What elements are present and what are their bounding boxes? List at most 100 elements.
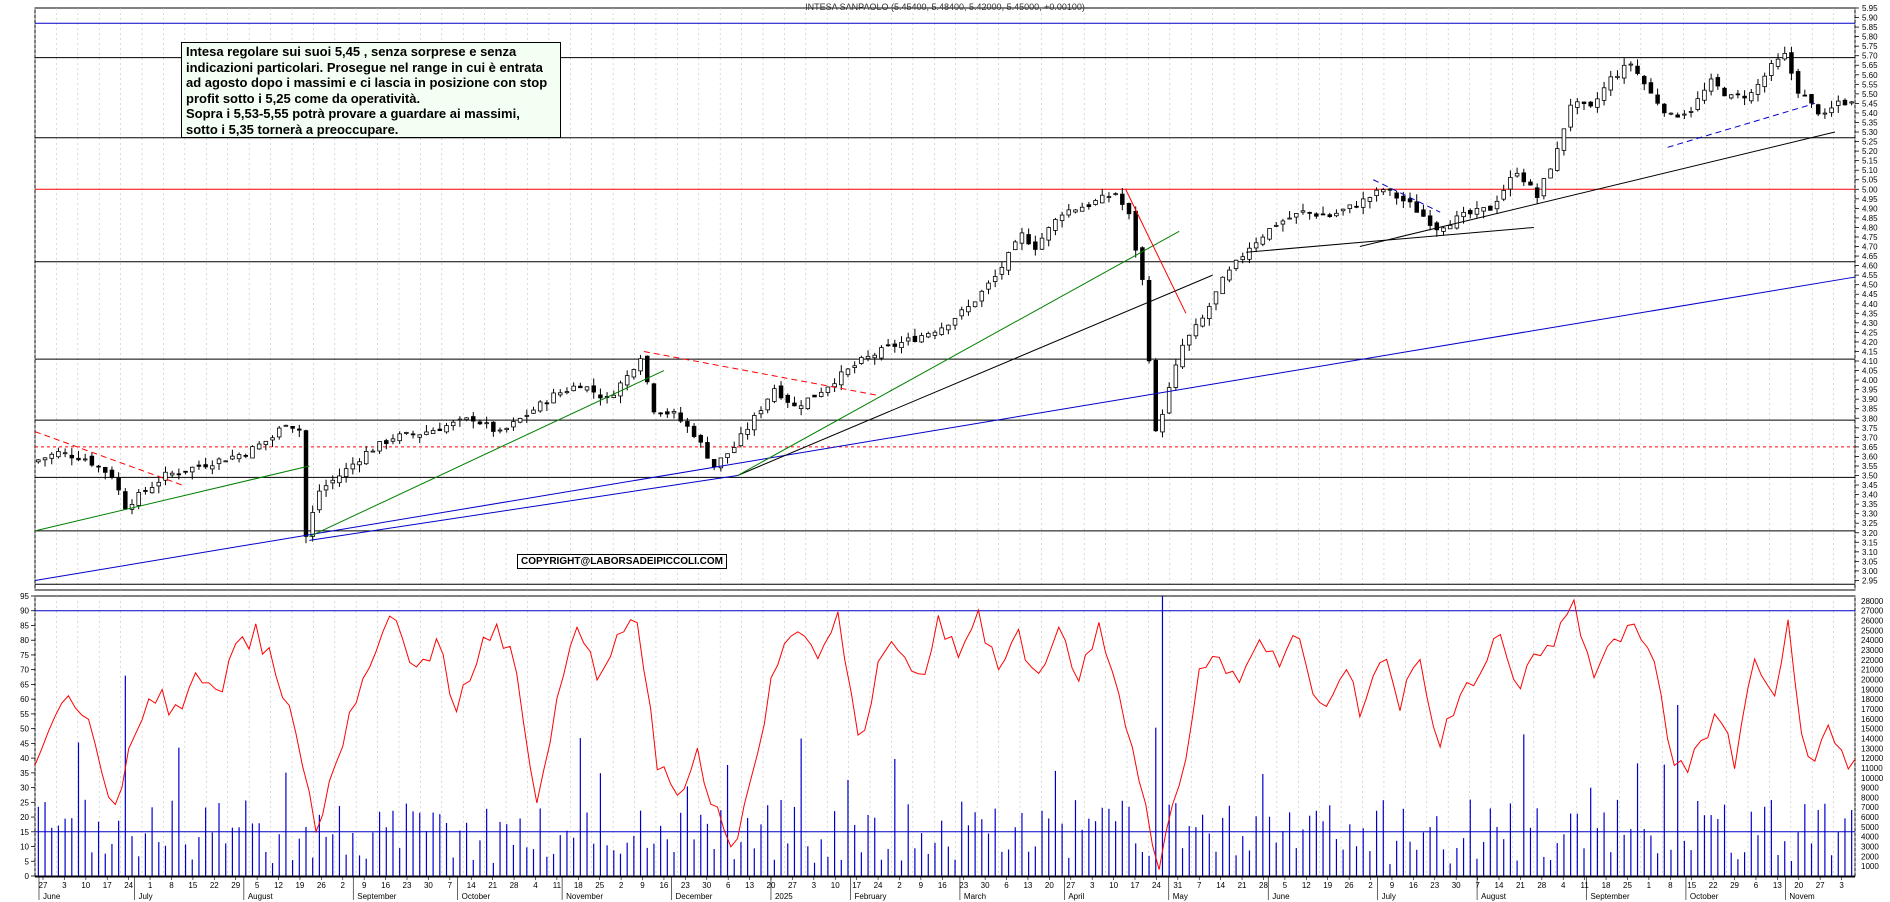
candle-body — [1113, 193, 1118, 196]
candle-body — [1534, 187, 1540, 198]
candle-body — [611, 394, 617, 399]
x-day-label: 24 — [874, 881, 883, 890]
candle-body — [1394, 192, 1399, 199]
candle-body — [1153, 360, 1159, 432]
volume-tick-label: 22000 — [1861, 656, 1884, 665]
candle-body — [1782, 53, 1787, 60]
candle-body — [671, 411, 677, 414]
x-month-label: June — [43, 892, 61, 901]
candle-body — [879, 347, 884, 359]
rsi-tick-label: 50 — [20, 725, 29, 734]
x-month-label: April — [1068, 892, 1084, 901]
candle-body — [792, 402, 797, 407]
volume-tick-label: 26000 — [1861, 617, 1884, 626]
volume-tick-label: 10000 — [1861, 774, 1884, 783]
x-day-label: 23 — [1430, 881, 1439, 890]
candle-body — [1702, 89, 1707, 101]
candle-body — [544, 402, 550, 405]
x-day-label: 16 — [938, 881, 947, 890]
candle-body — [1575, 101, 1580, 108]
candle-body — [169, 472, 175, 476]
candle-body — [216, 458, 222, 465]
price-tick-label: 5.00 — [1862, 185, 1878, 194]
candle-body — [156, 481, 162, 487]
x-day-label: 4 — [1561, 881, 1566, 890]
candle-body — [865, 355, 871, 360]
volume-tick-label: 13000 — [1861, 744, 1884, 753]
candle-body — [1066, 209, 1072, 216]
x-month-label: March — [964, 892, 986, 901]
candle-body — [1287, 217, 1292, 220]
x-day-label: 26 — [1345, 881, 1354, 890]
candle-body — [986, 282, 991, 290]
candle-body — [250, 446, 255, 459]
candle-body — [116, 477, 121, 491]
candle-body — [176, 473, 182, 476]
x-day-label: 15 — [188, 881, 197, 890]
rsi-tick-label: 25 — [20, 798, 29, 807]
candle-body — [1086, 204, 1092, 208]
candle-body — [939, 327, 944, 335]
candle-body — [658, 412, 663, 415]
candle-body — [678, 412, 683, 422]
price-tick-label: 3.65 — [1862, 443, 1878, 452]
candle-body — [1093, 200, 1098, 205]
candle-body — [578, 385, 583, 389]
x-day-label: 25 — [1623, 881, 1632, 890]
candle-body — [210, 465, 215, 470]
candle-body — [1019, 232, 1025, 244]
price-tick-label: 3.00 — [1862, 567, 1878, 576]
candle-body — [404, 432, 409, 434]
candle-body — [223, 460, 228, 463]
candle-body — [1708, 78, 1714, 92]
candle-body — [691, 425, 697, 437]
candle-body — [230, 455, 235, 460]
x-month-label: August — [248, 892, 274, 901]
candle-body — [805, 397, 811, 410]
price-tick-label: 4.80 — [1862, 223, 1878, 232]
x-day-label: 21 — [1516, 881, 1525, 890]
candle-body — [1006, 252, 1011, 271]
candle-body — [270, 437, 275, 441]
candle-body — [1595, 98, 1600, 108]
candle-body — [1200, 317, 1205, 327]
candle-body — [731, 447, 737, 453]
rsi-tick-label: 35 — [20, 769, 29, 778]
price-tick-label: 5.65 — [1862, 61, 1878, 70]
candle-body — [96, 465, 101, 468]
price-tick-label: 5.80 — [1862, 33, 1878, 42]
candle-body — [370, 450, 376, 453]
rsi-tick-label: 60 — [20, 695, 29, 704]
volume-tick-label: 2000 — [1861, 852, 1879, 861]
price-tick-label: 5.35 — [1862, 118, 1878, 127]
price-tick-label: 3.85 — [1862, 405, 1878, 414]
candle-body — [1407, 198, 1413, 203]
candle-body — [1481, 207, 1486, 212]
price-tick-label: 4.40 — [1862, 300, 1878, 309]
x-day-label: 6 — [1754, 881, 1759, 890]
candle-body — [1320, 213, 1326, 216]
candle-body — [1354, 205, 1359, 208]
price-tick-label: 4.25 — [1862, 328, 1878, 337]
price-tick-label: 4.55 — [1862, 271, 1878, 280]
candle-body — [1240, 256, 1245, 260]
x-day-label: 6 — [726, 881, 731, 890]
x-day-label: 15 — [1687, 881, 1696, 890]
candle-body — [1360, 198, 1366, 208]
price-tick-label: 4.65 — [1862, 252, 1878, 261]
candle-body — [531, 409, 536, 414]
candle-body — [832, 383, 837, 388]
x-day-label: 10 — [81, 881, 90, 890]
price-tick-label: 4.10 — [1862, 357, 1878, 366]
candle-body — [1180, 344, 1185, 368]
candle-body — [852, 365, 857, 368]
candle-body — [972, 301, 978, 308]
x-month-label: October — [462, 892, 491, 901]
candle-body — [979, 290, 985, 302]
volume-tick-label: 5000 — [1861, 823, 1879, 832]
price-tick-label: 3.40 — [1862, 491, 1878, 500]
candle-body — [1494, 200, 1500, 210]
candle-body — [1561, 128, 1567, 151]
candle-body — [109, 469, 115, 478]
price-tick-label: 3.75 — [1862, 424, 1878, 433]
